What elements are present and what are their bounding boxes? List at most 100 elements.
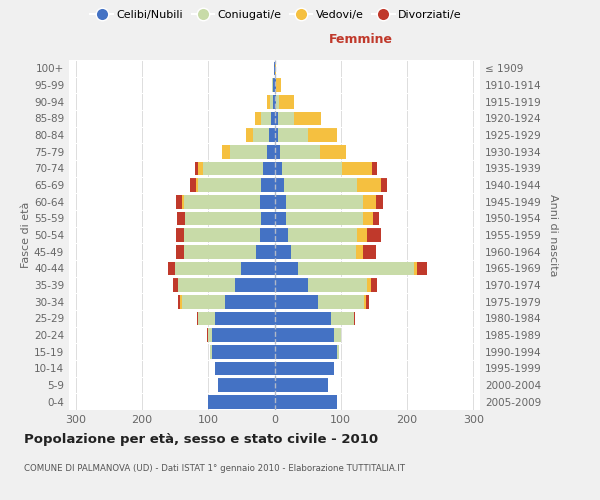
Bar <box>266 95 270 108</box>
Bar <box>195 162 197 175</box>
Bar <box>173 278 178 292</box>
Bar <box>235 278 275 292</box>
Bar <box>212 345 275 358</box>
Bar <box>190 178 196 192</box>
Bar <box>308 128 337 142</box>
Bar <box>358 228 367 242</box>
Bar <box>362 195 376 208</box>
Bar <box>275 62 276 75</box>
Bar <box>376 195 383 208</box>
Bar <box>272 95 275 108</box>
Bar <box>295 112 321 125</box>
Bar <box>275 145 280 158</box>
Bar <box>225 295 275 308</box>
Bar <box>354 312 355 325</box>
Bar <box>276 95 279 108</box>
Bar <box>275 95 276 108</box>
Legend: Celibi/Nubili, Coniugati/e, Vedovi/e, Divorziati/e: Celibi/Nubili, Coniugati/e, Vedovi/e, Di… <box>86 6 466 25</box>
Bar <box>207 328 208 342</box>
Bar <box>178 295 181 308</box>
Bar <box>230 145 266 158</box>
Bar <box>367 278 371 292</box>
Bar <box>263 162 275 175</box>
Bar <box>275 345 337 358</box>
Bar <box>362 212 373 225</box>
Bar <box>279 95 294 108</box>
Bar <box>275 112 278 125</box>
Bar <box>342 162 372 175</box>
Bar <box>275 78 276 92</box>
Bar <box>197 312 198 325</box>
Bar <box>275 328 334 342</box>
Bar <box>269 128 275 142</box>
Bar <box>288 228 358 242</box>
Bar <box>169 262 175 275</box>
Bar <box>218 378 275 392</box>
Bar <box>275 245 291 258</box>
Bar <box>275 195 286 208</box>
Bar <box>275 378 328 392</box>
Bar <box>317 295 364 308</box>
Bar <box>334 328 341 342</box>
Bar <box>278 112 295 125</box>
Y-axis label: Fasce di età: Fasce di età <box>21 202 31 268</box>
Bar <box>371 278 377 292</box>
Bar <box>178 278 235 292</box>
Bar <box>222 145 230 158</box>
Bar <box>283 162 342 175</box>
Bar <box>260 195 275 208</box>
Y-axis label: Anni di nascita: Anni di nascita <box>548 194 558 276</box>
Bar <box>260 112 271 125</box>
Bar <box>372 162 377 175</box>
Bar <box>266 145 275 158</box>
Bar <box>366 295 369 308</box>
Bar <box>364 295 366 308</box>
Bar <box>241 262 275 275</box>
Bar <box>253 128 269 142</box>
Bar <box>275 128 278 142</box>
Bar <box>414 262 417 275</box>
Bar <box>274 62 275 75</box>
Bar <box>197 162 203 175</box>
Bar <box>246 128 253 142</box>
Bar <box>261 212 275 225</box>
Bar <box>417 262 427 275</box>
Bar <box>373 212 379 225</box>
Bar <box>182 295 225 308</box>
Bar <box>261 178 275 192</box>
Bar <box>380 178 387 192</box>
Bar <box>184 245 256 258</box>
Text: COMUNE DI PALMANOVA (UD) - Dati ISTAT 1° gennaio 2010 - Elaborazione TUTTITALIA.: COMUNE DI PALMANOVA (UD) - Dati ISTAT 1°… <box>24 464 405 473</box>
Bar <box>182 195 184 208</box>
Bar <box>275 312 331 325</box>
Bar <box>286 195 362 208</box>
Bar <box>196 178 198 192</box>
Bar <box>284 178 358 192</box>
Bar <box>298 262 414 275</box>
Bar <box>208 395 275 408</box>
Bar <box>198 178 261 192</box>
Bar <box>212 328 275 342</box>
Bar <box>185 212 261 225</box>
Text: Popolazione per età, sesso e stato civile - 2010: Popolazione per età, sesso e stato civil… <box>24 432 378 446</box>
Bar <box>270 95 272 108</box>
Bar <box>278 128 308 142</box>
Bar <box>215 362 275 375</box>
Bar <box>176 228 184 242</box>
Bar <box>275 178 284 192</box>
Bar <box>184 195 260 208</box>
Bar <box>273 78 275 92</box>
Bar <box>275 278 308 292</box>
Bar <box>176 195 182 208</box>
Bar <box>275 295 317 308</box>
Bar <box>184 228 260 242</box>
Bar <box>215 312 275 325</box>
Bar <box>203 162 263 175</box>
Bar <box>208 328 212 342</box>
Bar <box>276 78 281 92</box>
Bar <box>291 245 356 258</box>
Bar <box>177 212 185 225</box>
Bar <box>362 245 376 258</box>
Bar <box>331 312 354 325</box>
Bar <box>275 362 334 375</box>
